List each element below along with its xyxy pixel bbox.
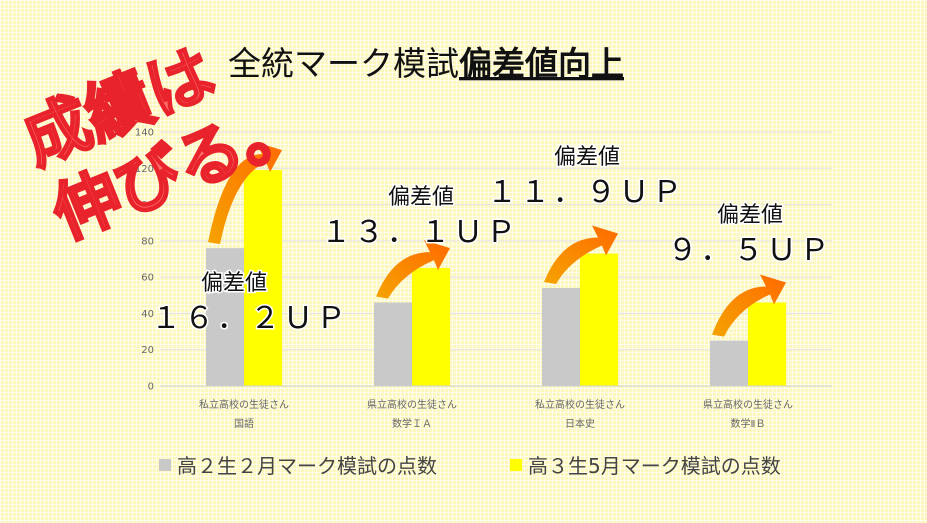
growth-arrow xyxy=(208,142,282,245)
category-label: 県立高校の生徒さん xyxy=(703,398,793,411)
annotation-1-label: 偏差値 xyxy=(388,185,454,210)
category-label: 県立高校の生徒さん xyxy=(367,398,457,411)
annotation-0-label: 偏差値 xyxy=(201,271,267,296)
bar-series-1 xyxy=(206,248,244,386)
y-tick-label: 80 xyxy=(141,236,154,247)
legend: 高２生２月マーク模試の点数 高３生5月マーク模試の点数 xyxy=(159,454,781,478)
annotation-1: 偏差値 １３．１ＵＰ xyxy=(320,184,519,252)
y-tick-label: 20 xyxy=(141,345,154,356)
growth-arrow xyxy=(376,240,450,299)
legend-swatch-series-2 xyxy=(510,459,522,471)
arrows xyxy=(208,142,786,337)
category-label: 国語 xyxy=(234,417,254,430)
category-label: 日本史 xyxy=(565,417,595,430)
svg-text:全統マーク模試偏差値向上: 全統マーク模試偏差値向上 xyxy=(228,44,624,83)
y-tick-label: 100 xyxy=(135,200,154,211)
annotation-0: 偏差値 １６．２ＵＰ xyxy=(150,270,349,338)
y-axis-ticks: 0 20 40 60 80 100 120 140 xyxy=(135,128,154,393)
bars xyxy=(206,170,786,386)
category-label: 私立高校の生徒さん xyxy=(535,398,625,411)
bar-series-2 xyxy=(412,268,450,386)
bar-series-1 xyxy=(542,288,580,386)
category-label: 私立高校の生徒さん xyxy=(199,398,289,411)
bar-series-1 xyxy=(374,302,412,386)
annotation-3-value: ９．５ＵＰ xyxy=(668,233,833,268)
growth-arrow xyxy=(712,274,786,337)
category-label: 数学ⅡＢ xyxy=(731,417,766,430)
growth-arrow xyxy=(544,225,618,285)
annotation-3-label: 偏差値 xyxy=(717,203,783,228)
x-axis-categories: 私立高校の生徒さん国語県立高校の生徒さん数学ＩＡ私立高校の生徒さん日本史県立高校… xyxy=(199,398,793,430)
chart-title-part2: 偏差値向上 xyxy=(459,44,624,83)
annotation-3: 偏差値 ９．５ＵＰ xyxy=(666,202,833,270)
y-tick-label: 120 xyxy=(135,164,154,175)
bar-series-2 xyxy=(244,170,282,386)
annotation-0-value: １６．２ＵＰ xyxy=(151,301,349,336)
legend-swatch-series-1 xyxy=(159,459,171,471)
bar-series-2 xyxy=(748,302,786,386)
annotation-2-value: １１．９ＵＰ xyxy=(487,175,685,210)
y-tick-label: 60 xyxy=(141,273,154,284)
annotation-1-value: １３．１ＵＰ xyxy=(321,215,519,250)
legend-label-series-1: 高２生２月マーク模試の点数 xyxy=(177,454,437,478)
bar-series-2 xyxy=(580,253,618,386)
annotation-2-label: 偏差値 xyxy=(554,145,620,170)
y-tick-label: 140 xyxy=(135,128,154,139)
legend-label-series-2: 高３生5月マーク模試の点数 xyxy=(528,454,781,478)
bar-series-1 xyxy=(710,340,748,386)
y-tick-label: 0 xyxy=(148,382,154,393)
chart-title-part1: 全統マーク模試 xyxy=(228,44,459,83)
y-tick-label: 40 xyxy=(141,309,154,320)
chart-title: 全統マーク模試偏差値向上 xyxy=(228,44,624,83)
annotation-2: 偏差値 １１．９ＵＰ xyxy=(486,144,685,212)
category-label: 数学ＩＡ xyxy=(392,417,432,430)
